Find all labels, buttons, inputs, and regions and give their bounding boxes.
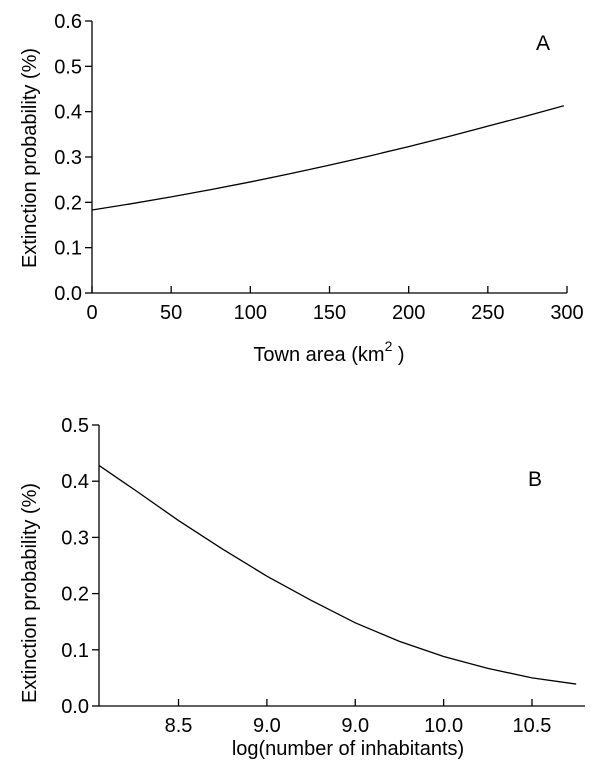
y-tick-label: 0.0: [61, 696, 89, 718]
x-tick-label: 200: [392, 302, 425, 324]
y-tick-label: 0.2: [61, 584, 89, 606]
y-tick-label: 0.5: [61, 415, 89, 437]
x-axis-title-a-sup: 2: [385, 338, 393, 354]
x-tick-label: 50: [160, 302, 182, 324]
x-tick-label: 300: [550, 302, 583, 324]
series-line-a: [91, 105, 565, 211]
y-tick-label: 0.4: [61, 471, 89, 493]
axis-ticks-a: 0.0 0.1 0.2 0.3 0.4 0.5 0.6 0 50 100 150 200 250 300: [54, 11, 584, 324]
x-axis-title-a-end: ): [392, 344, 404, 366]
y-tick-label: 0.5: [54, 56, 82, 78]
y-axis-title-b: Extinction probability (%): [19, 483, 41, 703]
series-line-b: [98, 464, 577, 685]
x-tick-label: 100: [234, 302, 267, 324]
axis-ticks-b: 0.0 0.1 0.2 0.3 0.4 0.5 8.5 9.0 9.0 10.0 10.5: [61, 415, 551, 737]
y-tick-label: 0.3: [54, 147, 82, 169]
x-tick-label: 8.5: [165, 715, 193, 737]
x-tick-label: 10.0: [424, 715, 463, 737]
y-axis-title-a: Extinction probability (%): [19, 48, 41, 268]
x-axis-title-a-main: Town area (km: [253, 344, 384, 366]
chart-panel-b: 0.0 0.1 0.2 0.3 0.4 0.5 8.5 9.0 9.0 10.0 10.5 B Ex…: [19, 415, 585, 760]
x-axis-title-a: Town area (km2 ): [253, 338, 404, 366]
x-tick-label: 9.0: [341, 715, 369, 737]
x-tick-label: 9.0: [253, 715, 281, 737]
y-tick-label: 0.1: [61, 640, 89, 662]
x-tick-label: 150: [313, 302, 346, 324]
y-tick-label: 0.2: [54, 192, 82, 214]
y-tick-label: 0.1: [54, 238, 82, 260]
x-tick-label: 250: [471, 302, 504, 324]
y-tick-label: 0.3: [61, 527, 89, 549]
y-tick-label: 0.4: [54, 102, 82, 124]
y-tick-label: 0.6: [54, 11, 82, 33]
panel-label-a: A: [536, 32, 550, 55]
y-tick-label: 0.0: [54, 283, 82, 305]
x-tick-label: 0: [86, 302, 97, 324]
x-tick-label: 10.5: [513, 715, 552, 737]
chart-panel-a: 0.00.10.20.30.40.50.60 50 100 150 200 250 300 …: [19, 11, 584, 366]
panel-label-b: B: [528, 468, 542, 491]
x-axis-title-b: log(number of inhabitants): [232, 738, 464, 760]
